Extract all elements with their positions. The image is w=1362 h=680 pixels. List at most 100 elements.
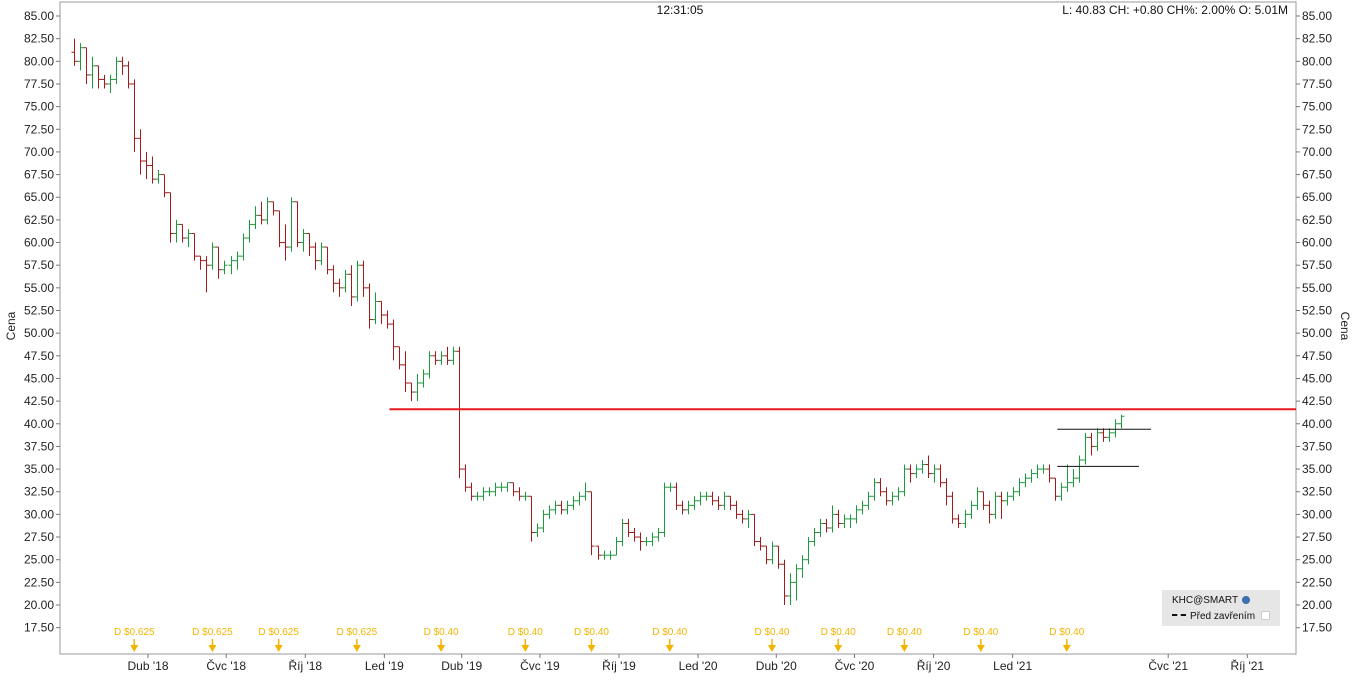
dividend-arrow-icon [834,645,843,652]
y-tick-label-right: 40.00 [1302,417,1332,431]
ohlc-bar [576,491,583,506]
y-tick-label-left: 60.00 [24,236,54,250]
ohlc-bar [330,265,337,293]
ohlc-bar [408,382,415,402]
dividend-marker: D $0.40 [754,627,790,652]
ohlc-bar [769,541,776,565]
ohlc-bar [185,228,192,248]
x-tick-label: Čvc '20 [835,658,875,673]
dividend-marker: D $0.40 [821,627,856,652]
ohlc-bar [601,550,608,560]
y-tick-label-left: 57.50 [24,258,54,272]
dividend-arrow-icon [208,645,217,652]
dividend-marker: D $0.40 [424,627,459,652]
dividend-arrow-icon [587,645,596,652]
dividend-marker: D $0.625 [192,627,233,652]
y-axis-title-right: Cena [1338,312,1352,341]
ohlc-bar [462,464,469,492]
ohlc-bar [980,491,987,510]
ohlc-bar [318,242,325,266]
ohlc-bar [943,478,950,506]
ohlc-bar [703,491,710,501]
ohlc-bar [234,251,241,270]
ohlc-bar [661,482,668,538]
y-tick-label-left: 75.00 [24,100,54,114]
y-tick-label-left: 55.00 [24,281,54,295]
dividend-arrow-icon [274,645,283,652]
ohlc-bar [949,491,956,524]
ohlc-bar [709,491,716,506]
ohlc-bar [510,482,517,497]
header-stats: L: 40.83 CH: +0.80 CH%: 2.00% O: 5.01M [1062,3,1288,17]
ohlc-bar [679,500,686,515]
y-tick-label-left: 80.00 [24,54,54,68]
dividend-label: D $0.625 [258,627,299,638]
dividend-label: D $0.625 [337,627,378,638]
ohlc-bar [516,487,523,501]
ohlc-bar [607,550,614,560]
y-tick-label-left: 47.50 [24,349,54,363]
ohlc-bar [937,464,944,488]
ohlc-bar [1070,469,1077,488]
ohlc-bar [1004,491,1011,506]
y-tick-label-right: 22.50 [1302,575,1332,589]
ohlc-bar [811,527,818,547]
ohlc-bar [619,518,626,547]
dividend-label: D $0.40 [574,627,609,638]
y-tick-label-left: 17.50 [24,621,54,635]
globe-icon[interactable] [1242,596,1251,604]
y-tick-label-right: 30.00 [1302,507,1332,521]
dividend-label: D $0.40 [652,627,687,638]
y-tick-label-left: 22.50 [24,575,54,589]
ohlc-bar [264,197,271,225]
dividend-label: D $0.40 [508,627,543,638]
ohlc-bar [546,505,553,519]
ohlc-bar [324,246,331,275]
x-tick-label: Čvc '19 [520,658,560,673]
x-tick-label: Dub '20 [756,659,797,673]
ohlc-bar [348,265,355,306]
ohlc-bar [649,532,656,547]
ohlc-bar [137,129,144,175]
y-tick-label-left: 25.00 [24,553,54,567]
y-tick-label-left: 32.50 [24,485,54,499]
ohlc-bar [209,242,216,270]
ohlc-bar [342,269,349,293]
ohlc-bar [161,174,168,198]
ohlc-bar [252,206,259,229]
y-tick-label-left: 62.50 [24,213,54,227]
ohlc-bar [306,232,313,257]
ohlc-bar [95,65,102,89]
dividend-marker: D $0.40 [508,627,543,652]
y-tick-label-left: 50.00 [24,326,54,340]
checkbox-icon[interactable] [1261,611,1271,620]
legend-symbol-label: KHC@SMART [1172,595,1239,606]
dividend-marker: D $0.625 [337,627,378,652]
ohlc-bar [486,487,493,497]
ohlc-bar [613,537,620,556]
dividend-label: D $0.625 [192,627,233,638]
dividend-arrow-icon [1062,645,1071,652]
ohlc-bar [1022,473,1029,488]
ohlc-bar [745,509,752,528]
ohlc-bar [246,219,253,243]
dividend-label: D $0.40 [963,627,998,638]
y-tick-label-left: 27.50 [24,530,54,544]
ohlc-bar [131,79,138,152]
ohlc-bar [77,43,84,71]
y-tick-label-left: 85.00 [24,9,54,23]
ohlc-bar [414,373,421,402]
ohlc-bar [691,496,698,510]
y-tick-label-left: 77.50 [24,77,54,91]
ohlc-bar [625,518,632,538]
ohlc-bar [390,319,397,361]
ohlc-bar [901,464,908,497]
ohlc-bar [1082,432,1089,465]
ohlc-bar [119,56,126,75]
dividend-arrow-icon [976,645,985,652]
y-tick-label-left: 37.50 [24,439,54,453]
ohlc-bar [998,491,1005,519]
ohlc-bar [312,242,319,270]
y-tick-label-right: 47.50 [1302,349,1332,363]
